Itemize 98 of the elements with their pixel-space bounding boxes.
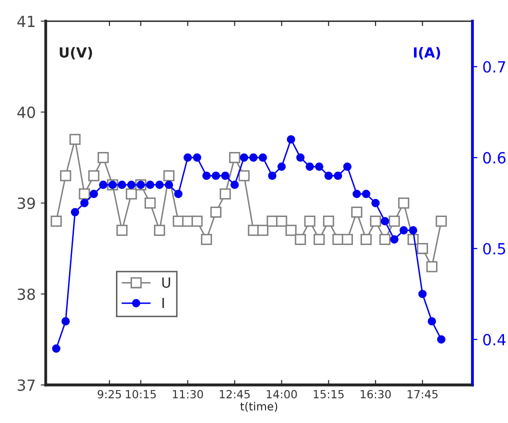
point <box>390 235 398 244</box>
x-tick-label: 12:45 <box>220 390 250 398</box>
x-tick-label: 9:25 <box>98 390 121 398</box>
point <box>61 317 70 326</box>
point <box>334 172 342 180</box>
point <box>69 134 81 145</box>
point <box>98 152 109 164</box>
y-tick-label: 37 <box>18 379 35 391</box>
y2-tick-label: 0.5 <box>483 242 506 255</box>
y-tick-label: 41 <box>17 16 35 27</box>
point <box>240 153 248 162</box>
point <box>371 198 380 208</box>
point <box>343 162 352 171</box>
point <box>380 217 390 226</box>
point <box>323 216 334 227</box>
point <box>428 317 436 326</box>
point <box>229 152 240 164</box>
point <box>398 197 410 209</box>
point <box>285 224 297 236</box>
point <box>154 224 166 236</box>
point <box>127 180 136 190</box>
y2-tick-label: 0.7 <box>483 61 506 73</box>
point <box>294 234 306 245</box>
y-tick-label: 39 <box>18 198 35 210</box>
point <box>116 224 128 236</box>
point <box>220 188 231 200</box>
point <box>257 224 268 236</box>
point <box>144 197 156 209</box>
y-axis-title: U(V) <box>60 46 92 60</box>
y-tick-label: 40 <box>17 106 35 118</box>
point <box>342 234 353 245</box>
x-tick-label: 14:00 <box>266 390 297 398</box>
point <box>200 234 212 245</box>
point <box>379 234 390 245</box>
point <box>50 216 62 227</box>
point <box>370 216 382 227</box>
point <box>192 153 202 162</box>
point <box>352 190 361 198</box>
point <box>230 180 239 190</box>
point <box>184 153 192 162</box>
point <box>436 216 447 227</box>
point <box>78 188 90 200</box>
point <box>304 216 316 227</box>
point <box>163 170 174 182</box>
point <box>164 180 174 190</box>
point <box>80 198 89 208</box>
point <box>88 170 100 182</box>
point <box>249 153 258 162</box>
point <box>60 170 72 182</box>
point <box>182 216 194 227</box>
point <box>426 261 438 272</box>
point <box>266 216 278 227</box>
point <box>174 190 182 198</box>
legend-label: U <box>162 278 170 288</box>
point <box>118 180 126 190</box>
x-tick-label: 15:15 <box>314 390 344 398</box>
x-tick-label: 11:30 <box>172 390 203 398</box>
x-tick-label: 16:30 <box>360 390 391 398</box>
point <box>306 162 314 171</box>
y2-axis-title: I(A) <box>414 46 440 60</box>
point <box>210 206 222 218</box>
y-tick-label: 38 <box>18 288 35 300</box>
point <box>360 234 372 245</box>
point <box>99 180 108 190</box>
point <box>388 216 400 227</box>
point <box>362 190 370 198</box>
point <box>268 172 276 180</box>
point <box>221 172 230 180</box>
point <box>296 153 305 162</box>
point <box>202 172 211 180</box>
point <box>351 206 362 218</box>
point <box>408 226 418 234</box>
point <box>146 180 154 190</box>
point <box>286 135 296 144</box>
point <box>52 344 60 353</box>
point <box>192 216 203 227</box>
point <box>418 290 427 298</box>
point <box>90 190 98 198</box>
point <box>324 172 333 180</box>
point <box>155 180 164 190</box>
x-tick-label: 10:15 <box>126 390 156 398</box>
y2-tick-label: 0.4 <box>483 334 506 346</box>
point <box>238 170 250 182</box>
y2-tick-label: 0.6 <box>483 152 506 164</box>
point <box>400 226 408 234</box>
point <box>416 242 428 254</box>
x-tick-label: 17:45 <box>408 390 438 398</box>
point <box>212 172 220 180</box>
point <box>315 162 324 171</box>
point <box>276 216 288 227</box>
legend-label: I <box>162 298 164 308</box>
point <box>258 153 268 162</box>
point <box>70 208 80 216</box>
point <box>314 234 325 245</box>
point <box>437 335 446 344</box>
point <box>126 188 137 200</box>
point <box>277 162 286 171</box>
x-axis-title: t(time) <box>240 402 278 412</box>
